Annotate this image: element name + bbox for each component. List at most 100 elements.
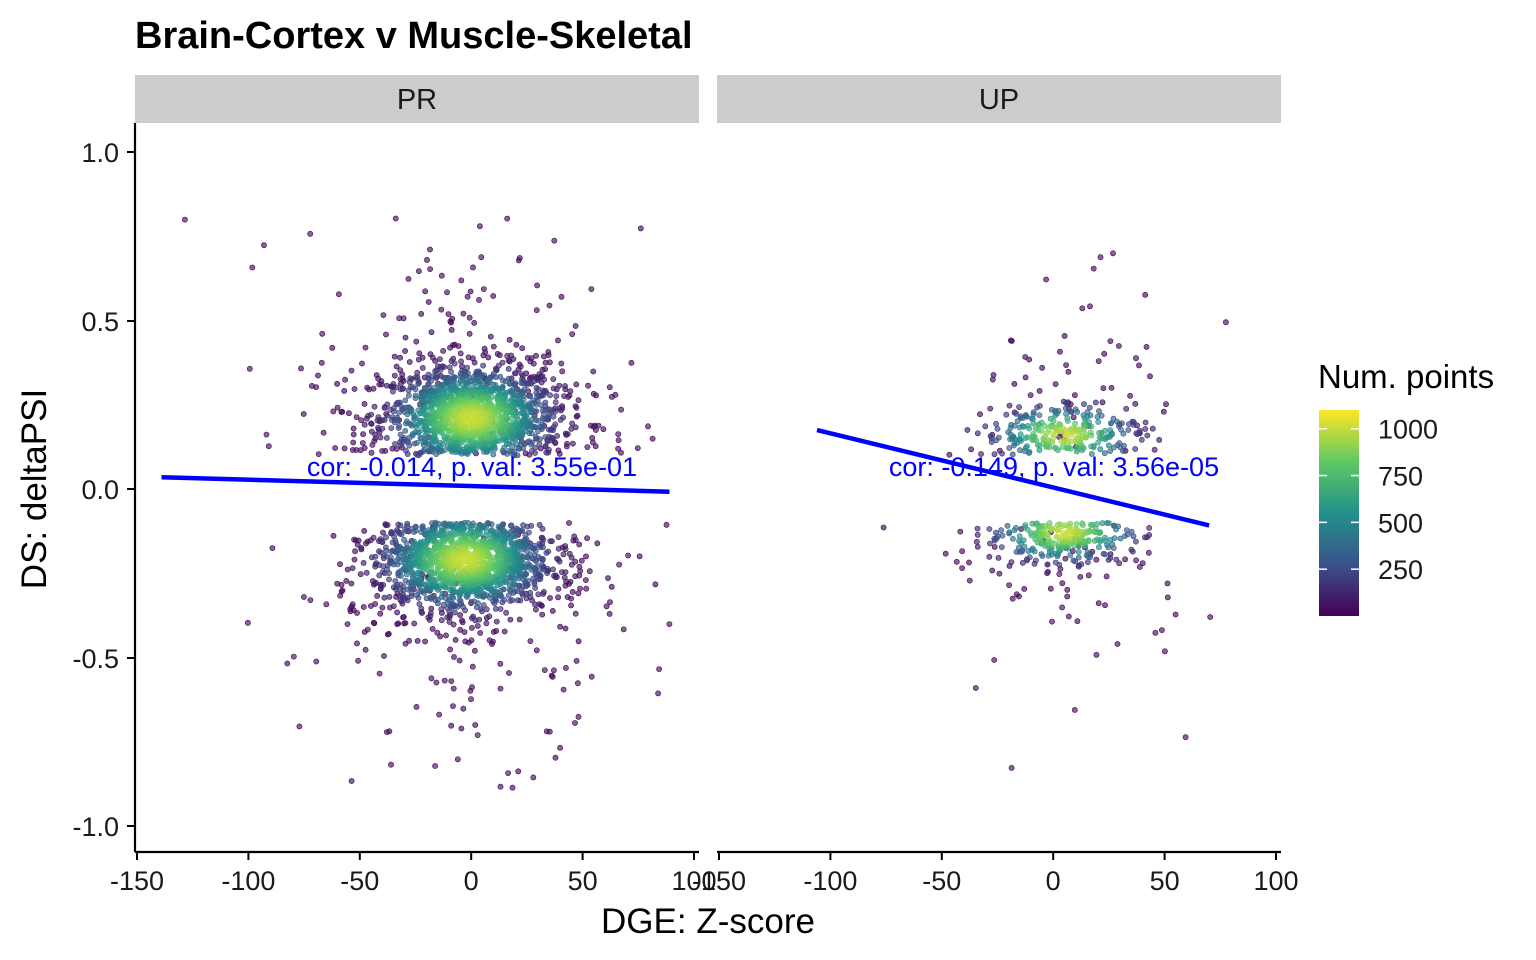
scatter-point	[530, 360, 537, 367]
scatter-point	[518, 438, 525, 445]
scatter-point	[1143, 343, 1150, 350]
scatter-point	[350, 425, 357, 432]
scatter-point	[575, 397, 582, 404]
scatter-point	[466, 330, 473, 337]
scatter-point	[384, 522, 391, 528]
scatter-point	[396, 409, 402, 416]
scatter-point	[506, 380, 513, 387]
scatter-point	[422, 638, 428, 645]
scatter-point	[422, 288, 429, 295]
scatter-point	[360, 604, 367, 610]
scatter-point	[1064, 586, 1071, 593]
scatter-point	[1123, 405, 1130, 412]
scatter-point	[590, 423, 597, 430]
x-tick-label: -100	[221, 866, 275, 896]
strip-pr	[135, 75, 699, 123]
y-tick-label: 1.0	[81, 138, 119, 168]
scatter-point	[1016, 544, 1022, 551]
scatter-point	[468, 625, 475, 631]
x-tick-label: 50	[568, 866, 598, 896]
scatter-point	[381, 416, 388, 423]
scatter-point	[371, 403, 378, 410]
scatter-point	[348, 367, 355, 374]
scatter-point	[523, 595, 530, 602]
scatter-point	[1049, 618, 1055, 625]
scatter-point	[396, 315, 403, 322]
scatter-point	[1059, 604, 1065, 611]
scatter-point	[564, 594, 571, 600]
scatter-point	[1052, 412, 1059, 419]
scatter-point	[379, 604, 386, 611]
scatter-point	[300, 594, 307, 600]
scatter-point	[652, 581, 659, 588]
scatter-point	[493, 374, 499, 381]
scatter-point	[343, 578, 350, 584]
scatter-point	[418, 310, 425, 317]
scatter-point	[1142, 419, 1149, 426]
scatter-point	[551, 667, 557, 674]
scatter-point	[433, 679, 440, 686]
scatter-point	[1056, 571, 1063, 577]
scatter-point	[1108, 420, 1114, 427]
scatter-point	[1159, 627, 1165, 633]
scatter-point	[371, 438, 378, 444]
scatter-point	[612, 391, 619, 398]
scatter-point	[546, 426, 552, 433]
scatter-point	[572, 610, 579, 617]
scatter-point	[474, 732, 481, 738]
scatter-point	[388, 425, 395, 431]
scatter-point	[468, 696, 474, 703]
scatter-point	[649, 435, 656, 442]
scatter-point	[493, 628, 500, 634]
scatter-point	[313, 658, 320, 665]
scatter-point	[532, 433, 539, 440]
scatter-point	[1092, 399, 1099, 406]
scatter-point	[541, 353, 547, 360]
scatter-point	[527, 589, 534, 596]
scatter-point	[323, 601, 330, 608]
scatter-point	[415, 268, 422, 275]
scatter-point	[394, 609, 400, 616]
scatter-point	[364, 626, 371, 633]
scatter-point	[1008, 765, 1015, 771]
scatter-point	[360, 431, 366, 438]
scatter-point	[569, 331, 576, 337]
scatter-point	[1013, 524, 1019, 531]
scatter-point	[397, 522, 404, 529]
scatter-point	[376, 572, 383, 579]
scatter-point	[403, 528, 410, 535]
scatter-point	[1102, 602, 1108, 609]
scatter-point	[522, 450, 529, 457]
scatter-point	[388, 761, 394, 768]
scatter-point	[578, 557, 585, 564]
scatter-point	[555, 586, 562, 592]
scatter-point	[1144, 432, 1151, 439]
scatter-point	[615, 431, 622, 437]
scatter-point	[1125, 427, 1132, 433]
scatter-point	[368, 449, 375, 456]
scatter-point	[1223, 319, 1229, 326]
scatter-point	[392, 441, 398, 447]
scatter-point	[468, 382, 475, 389]
scatter-point	[1070, 414, 1077, 421]
scatter-point	[406, 359, 413, 365]
scatter-point	[543, 728, 550, 735]
x-tick-label: -150	[692, 866, 746, 896]
scatter-point	[1081, 401, 1087, 408]
scatter-point	[1207, 614, 1214, 620]
scatter-point	[973, 538, 980, 545]
scatter-point	[470, 613, 476, 620]
scatter-point	[1128, 546, 1135, 553]
scatter-point	[594, 540, 601, 547]
x-axis-ticks-pr: -150 -100 -50 0 50 100	[110, 852, 717, 896]
scatter-point	[1021, 586, 1028, 592]
scatter-point	[1072, 420, 1078, 427]
scatter-point	[349, 565, 356, 571]
scatter-point	[330, 532, 337, 539]
scatter-point	[550, 566, 556, 573]
scatter-point	[414, 439, 420, 446]
scatter-point	[406, 379, 413, 385]
scatter-point	[994, 425, 1001, 432]
points-layer-pr	[181, 215, 673, 791]
strip-label-pr: PR	[397, 84, 437, 116]
